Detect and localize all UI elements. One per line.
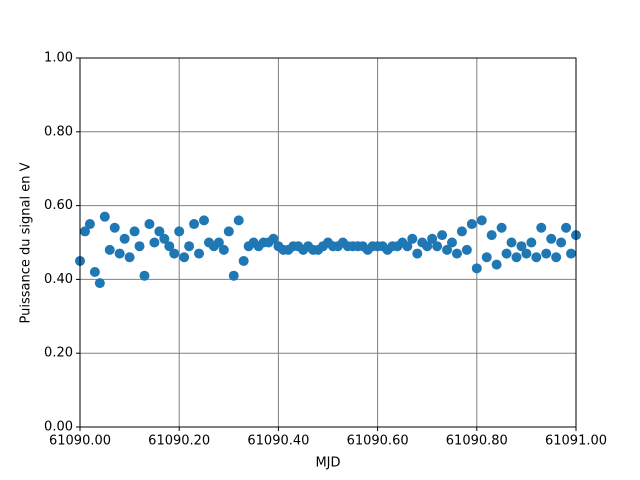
x-tick-label: 61090.20 xyxy=(148,434,210,449)
x-tick-label: 61090.60 xyxy=(347,434,409,449)
point xyxy=(129,226,140,237)
point xyxy=(506,237,517,248)
y-tick-label: 0.00 xyxy=(44,420,73,435)
point xyxy=(511,252,522,263)
point xyxy=(566,248,577,259)
point xyxy=(531,252,542,263)
point xyxy=(218,244,229,255)
point xyxy=(89,267,100,278)
point xyxy=(159,233,170,244)
point xyxy=(94,278,105,289)
point xyxy=(79,226,90,237)
point xyxy=(124,252,135,263)
point xyxy=(442,244,453,255)
point xyxy=(501,248,512,259)
point xyxy=(233,215,244,226)
point xyxy=(149,237,160,248)
point xyxy=(134,241,145,252)
point xyxy=(546,233,557,244)
point xyxy=(447,237,457,248)
point xyxy=(199,215,209,226)
point xyxy=(541,248,552,259)
point xyxy=(407,233,418,244)
x-tick-label: 61091.00 xyxy=(545,434,607,449)
point xyxy=(412,248,423,259)
point xyxy=(119,233,130,244)
point xyxy=(491,259,502,270)
point xyxy=(194,248,205,259)
point xyxy=(486,230,497,241)
point xyxy=(179,252,190,263)
point xyxy=(466,219,477,230)
point xyxy=(521,248,532,259)
point xyxy=(496,222,507,233)
point xyxy=(99,211,110,222)
y-tick-label: 1.00 xyxy=(44,51,73,66)
point xyxy=(164,241,175,252)
point xyxy=(139,270,150,281)
point xyxy=(228,270,239,281)
y-axis-label: Puissance du signal en V xyxy=(19,162,34,323)
point xyxy=(432,241,443,252)
point xyxy=(551,252,562,263)
point xyxy=(451,248,462,259)
point xyxy=(104,244,115,255)
plot-frame xyxy=(79,57,577,428)
x-axis-label: MJD xyxy=(315,456,340,471)
point xyxy=(422,241,433,252)
point xyxy=(238,255,249,266)
point xyxy=(437,230,448,241)
y-tick-label: 0.20 xyxy=(44,346,73,361)
point xyxy=(427,233,438,244)
y-tick-label: 0.60 xyxy=(44,198,73,213)
point xyxy=(169,248,180,259)
point xyxy=(481,252,492,263)
point xyxy=(516,241,527,252)
point xyxy=(268,233,279,244)
point xyxy=(154,226,165,237)
point xyxy=(223,226,234,237)
point xyxy=(84,219,95,230)
point xyxy=(213,237,224,248)
point xyxy=(189,219,200,230)
point xyxy=(109,222,120,233)
x-tick-label: 61090.40 xyxy=(247,434,309,449)
point xyxy=(144,219,155,230)
point xyxy=(184,241,195,252)
point xyxy=(556,237,567,248)
point xyxy=(174,226,185,237)
x-tick-label: 61090.80 xyxy=(446,434,508,449)
x-tick-label: 61090.00 xyxy=(49,434,111,449)
point xyxy=(536,222,547,233)
y-tick-label: 0.40 xyxy=(44,272,73,287)
point xyxy=(561,222,572,233)
point xyxy=(471,263,482,274)
point xyxy=(461,244,472,255)
point xyxy=(476,215,487,226)
point xyxy=(114,248,125,259)
point xyxy=(402,241,413,252)
point xyxy=(526,237,537,248)
y-tick-label: 0.80 xyxy=(44,124,73,139)
point xyxy=(456,226,467,237)
